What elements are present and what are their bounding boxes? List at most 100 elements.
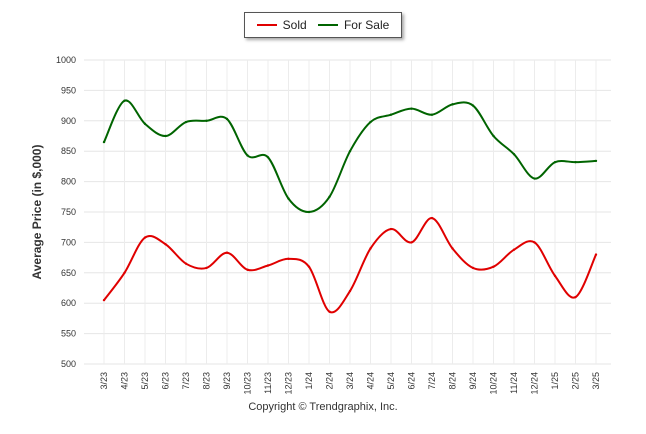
y-tick-label: 500 — [61, 359, 76, 369]
data-point-sold — [246, 268, 249, 271]
y-tick-label: 900 — [61, 116, 76, 126]
data-point-for-sale — [348, 150, 352, 153]
data-point-for-sale — [533, 177, 536, 180]
x-tick-label: 2/24 — [325, 372, 335, 390]
x-tick-label: 5/24 — [386, 372, 396, 390]
y-tick-label: 950 — [61, 85, 76, 95]
x-tick-label: 5/23 — [140, 372, 150, 390]
data-point-sold — [287, 257, 290, 261]
data-point-sold — [512, 248, 516, 251]
data-point-sold — [205, 266, 208, 270]
data-point-sold — [492, 265, 495, 268]
data-point-for-sale — [574, 160, 577, 164]
x-tick-label: 2/25 — [571, 372, 581, 390]
grid — [84, 59, 611, 365]
data-point-sold — [553, 274, 557, 278]
data-point-sold — [123, 271, 126, 274]
data-point-sold — [266, 264, 270, 267]
x-tick-label: 4/24 — [366, 372, 376, 390]
data-point-for-sale — [287, 197, 290, 200]
data-point-for-sale — [164, 134, 167, 138]
data-point-for-sale — [451, 103, 454, 106]
legend-label-for-sale: For Sale — [343, 18, 390, 32]
x-tick-label: 12/23 — [284, 372, 294, 395]
y-tick-label: 1000 — [56, 55, 76, 65]
y-axis-title: Average Price (in $,000) — [30, 145, 44, 280]
data-point-sold — [348, 289, 352, 293]
legend-swatch-sold — [256, 24, 277, 26]
data-point-for-sale — [307, 210, 311, 214]
data-point-sold — [574, 295, 577, 299]
data-point-sold — [369, 247, 372, 250]
x-tick-label: 7/23 — [181, 372, 191, 390]
legend-item-sold: Sold — [256, 18, 307, 32]
y-tick-label: 750 — [61, 207, 76, 217]
x-tick-label: 12/24 — [530, 372, 540, 395]
data-point-sold — [328, 310, 331, 313]
data-point-sold — [389, 227, 393, 231]
data-point-for-sale — [143, 122, 147, 126]
x-tick-label: 6/24 — [407, 372, 417, 390]
x-tick-label: 11/24 — [509, 372, 519, 394]
data-point-sold — [307, 265, 311, 268]
data-point-for-sale — [328, 195, 331, 198]
data-point-for-sale — [512, 153, 516, 156]
data-point-for-sale — [492, 134, 495, 138]
x-tick-label: 10/24 — [489, 372, 499, 395]
y-tick-label: 700 — [61, 237, 76, 247]
data-point-sold — [430, 216, 434, 220]
y-tick-label: 800 — [61, 177, 76, 187]
x-axis-ticks: 3/23 4/23 5/23 6/23 7/23 8/23 9/23 10/23 11/23 12… — [99, 372, 601, 395]
data-point-sold — [225, 251, 229, 254]
legend-item-for-sale: For Sale — [317, 18, 390, 32]
x-tick-label: 9/23 — [222, 372, 232, 390]
y-tick-label: 600 — [61, 298, 76, 308]
data-point-for-sale — [184, 120, 188, 124]
data-point-for-sale — [410, 107, 413, 110]
legend-swatch-for-sale — [317, 24, 338, 26]
data-point-for-sale — [369, 120, 372, 124]
data-point-sold — [143, 236, 147, 239]
data-point-for-sale — [123, 99, 126, 102]
data-point-for-sale — [389, 113, 393, 116]
data-point-sold — [184, 262, 188, 265]
legend-label-sold: Sold — [282, 18, 307, 32]
x-tick-label: 11/23 — [263, 372, 273, 394]
x-tick-label: 8/23 — [202, 372, 212, 390]
data-point-sold — [164, 243, 167, 246]
data-point-for-sale — [471, 104, 475, 107]
x-tick-label: 7/24 — [427, 372, 437, 390]
data-point-for-sale — [246, 154, 249, 157]
x-tick-label: 10/23 — [243, 372, 253, 395]
data-point-for-sale — [266, 156, 270, 159]
x-tick-label: 4/23 — [120, 372, 130, 390]
data-point-for-sale — [205, 119, 208, 123]
data-point-for-sale — [553, 160, 557, 164]
y-tick-label: 550 — [61, 329, 76, 339]
data-point-for-sale — [430, 113, 434, 116]
x-tick-label: 3/24 — [345, 372, 355, 390]
y-tick-label: 850 — [61, 146, 76, 156]
x-tick-label: 3/25 — [591, 372, 601, 390]
data-point-sold — [410, 241, 413, 244]
copyright-text: Copyright © Trendgraphix, Inc. — [248, 401, 398, 413]
data-point-sold — [533, 241, 536, 244]
legend: Sold For Sale — [244, 12, 402, 38]
x-tick-label: 3/23 — [99, 372, 109, 390]
x-tick-label: 1/25 — [550, 372, 560, 390]
y-axis-ticks: 500 550 600 650 700 750 800 850 900 950 1000 — [56, 55, 76, 369]
data-point-for-sale — [225, 117, 229, 121]
series-lines — [102, 99, 598, 314]
data-point-for-sale — [594, 159, 598, 163]
x-tick-label: 1/24 — [304, 372, 314, 390]
data-point-sold — [594, 253, 598, 256]
x-tick-label: 9/24 — [468, 372, 478, 390]
x-tick-label: 6/23 — [161, 372, 171, 390]
x-tick-label: 8/24 — [448, 372, 458, 390]
data-point-sold — [451, 247, 454, 250]
data-point-sold — [471, 266, 475, 270]
data-point-for-sale — [102, 140, 106, 144]
y-tick-label: 650 — [61, 268, 76, 278]
